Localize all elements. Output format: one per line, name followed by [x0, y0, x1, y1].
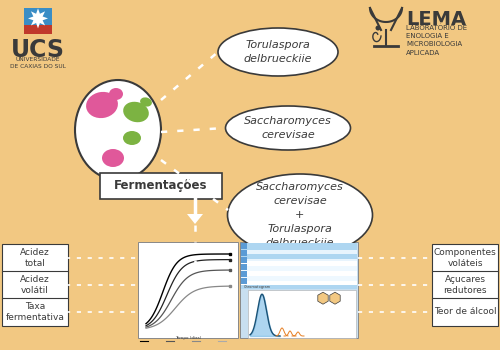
Text: Saccharomyces
cerevisae
+
Torulaspora
delbrueckiie: Saccharomyces cerevisae + Torulaspora de…	[256, 182, 344, 248]
Polygon shape	[318, 292, 328, 304]
FancyBboxPatch shape	[241, 285, 357, 289]
Polygon shape	[330, 292, 340, 304]
FancyBboxPatch shape	[241, 243, 247, 249]
FancyBboxPatch shape	[432, 271, 498, 299]
FancyBboxPatch shape	[24, 25, 52, 34]
Ellipse shape	[86, 92, 118, 118]
FancyBboxPatch shape	[241, 264, 247, 270]
FancyBboxPatch shape	[2, 244, 68, 272]
FancyBboxPatch shape	[100, 173, 222, 199]
Ellipse shape	[123, 102, 149, 122]
FancyBboxPatch shape	[24, 8, 52, 25]
Text: Torulaspora
delbrueckiie: Torulaspora delbrueckiie	[244, 40, 312, 64]
Polygon shape	[28, 8, 48, 28]
Text: Teor de álcool: Teor de álcool	[434, 308, 496, 316]
FancyBboxPatch shape	[432, 244, 498, 272]
FancyBboxPatch shape	[241, 254, 357, 259]
FancyBboxPatch shape	[241, 243, 357, 250]
Text: Tempo (dias): Tempo (dias)	[175, 336, 201, 340]
Ellipse shape	[75, 80, 161, 180]
Text: Acidez
volátil: Acidez volátil	[20, 275, 50, 295]
FancyBboxPatch shape	[241, 271, 247, 277]
Text: Taxa
fermentativa: Taxa fermentativa	[6, 302, 64, 322]
FancyBboxPatch shape	[240, 242, 358, 338]
FancyBboxPatch shape	[248, 290, 356, 338]
Circle shape	[376, 26, 380, 30]
FancyBboxPatch shape	[241, 261, 357, 266]
FancyBboxPatch shape	[241, 266, 357, 271]
Text: UCS: UCS	[11, 38, 65, 62]
Text: LABORATÓRIO DE
ENOLOGIA E
MICROBIOLOGIA
APLICADA: LABORATÓRIO DE ENOLOGIA E MICROBIOLOGIA …	[406, 24, 467, 56]
FancyBboxPatch shape	[241, 257, 247, 263]
Ellipse shape	[228, 174, 372, 256]
FancyBboxPatch shape	[2, 271, 68, 299]
Text: UNIVERSIDADE
DE CAXIAS DO SUL: UNIVERSIDADE DE CAXIAS DO SUL	[10, 57, 66, 69]
Ellipse shape	[218, 28, 338, 76]
Text: Chromatogram: Chromatogram	[244, 285, 271, 289]
Text: Fermentações: Fermentações	[114, 180, 208, 193]
FancyBboxPatch shape	[432, 298, 498, 326]
FancyBboxPatch shape	[2, 298, 68, 326]
Text: LEMA: LEMA	[406, 10, 466, 29]
Ellipse shape	[140, 97, 152, 107]
FancyBboxPatch shape	[241, 271, 357, 275]
Ellipse shape	[109, 88, 123, 100]
Ellipse shape	[123, 131, 141, 145]
Text: Saccharomyces
cerevisae: Saccharomyces cerevisae	[244, 116, 332, 140]
FancyBboxPatch shape	[138, 242, 238, 338]
FancyBboxPatch shape	[241, 250, 247, 256]
FancyBboxPatch shape	[241, 243, 357, 284]
Text: Acidez
total: Acidez total	[20, 247, 50, 268]
Ellipse shape	[226, 106, 350, 150]
FancyBboxPatch shape	[241, 276, 357, 280]
FancyBboxPatch shape	[241, 278, 247, 284]
FancyBboxPatch shape	[241, 281, 357, 286]
Ellipse shape	[102, 149, 124, 167]
Polygon shape	[187, 214, 203, 224]
Text: Açucares
redutores: Açucares redutores	[444, 275, 487, 295]
Text: Componentes
voláteis: Componentes voláteis	[434, 247, 496, 268]
